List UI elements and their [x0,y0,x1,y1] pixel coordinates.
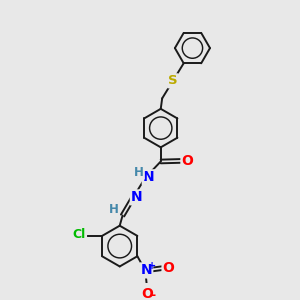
Text: H: H [109,203,119,216]
Text: O: O [182,154,193,168]
Text: -: - [151,290,156,300]
Text: +: + [148,261,156,271]
Text: H: H [134,166,144,179]
Text: N: N [141,263,152,278]
Text: S: S [168,74,178,87]
Text: O: O [141,286,153,300]
Text: N: N [143,170,154,184]
Text: Cl: Cl [73,228,86,241]
Text: O: O [163,261,174,275]
Text: N: N [131,190,142,204]
